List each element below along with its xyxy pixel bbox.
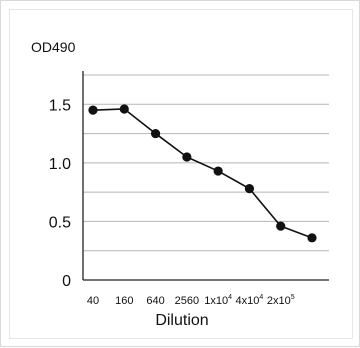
data-point	[150, 128, 161, 139]
data-point	[182, 152, 192, 162]
x-tick-label: 160	[115, 295, 133, 307]
axis-layer	[82, 71, 329, 281]
x-tick-label: 2560	[175, 295, 199, 307]
y-tick-label: 0	[62, 273, 71, 290]
data-point	[119, 104, 129, 114]
grid-layer	[83, 74, 329, 252]
x-axis-label: Dilution	[155, 312, 208, 329]
x-tick-label: 40	[87, 295, 99, 307]
series-layer	[88, 104, 317, 243]
y-tick-label: 0.5	[49, 214, 71, 231]
x-tick-label: 2x105	[267, 294, 295, 307]
y-tick-label: 1.0	[49, 156, 71, 173]
data-point	[307, 233, 317, 243]
data-point	[244, 184, 255, 194]
data-point	[88, 105, 98, 115]
label-layer: OD490 Dilution	[31, 39, 209, 329]
data-point	[213, 166, 223, 176]
x-tick-label: 640	[146, 295, 164, 307]
data-point	[276, 221, 286, 231]
x-tick-label: 4x104	[236, 294, 264, 307]
y-tick-label: 1.5	[49, 97, 71, 114]
chart-inner-border	[9, 9, 353, 339]
y-axis-label: OD490	[31, 39, 76, 55]
tick-layer: 0 0.5 1.0 1.5 40 160 640 2560 1x104 4x104 2x105	[49, 97, 295, 307]
series-line	[92, 108, 313, 239]
x-tick-label: 1x104	[204, 294, 232, 307]
